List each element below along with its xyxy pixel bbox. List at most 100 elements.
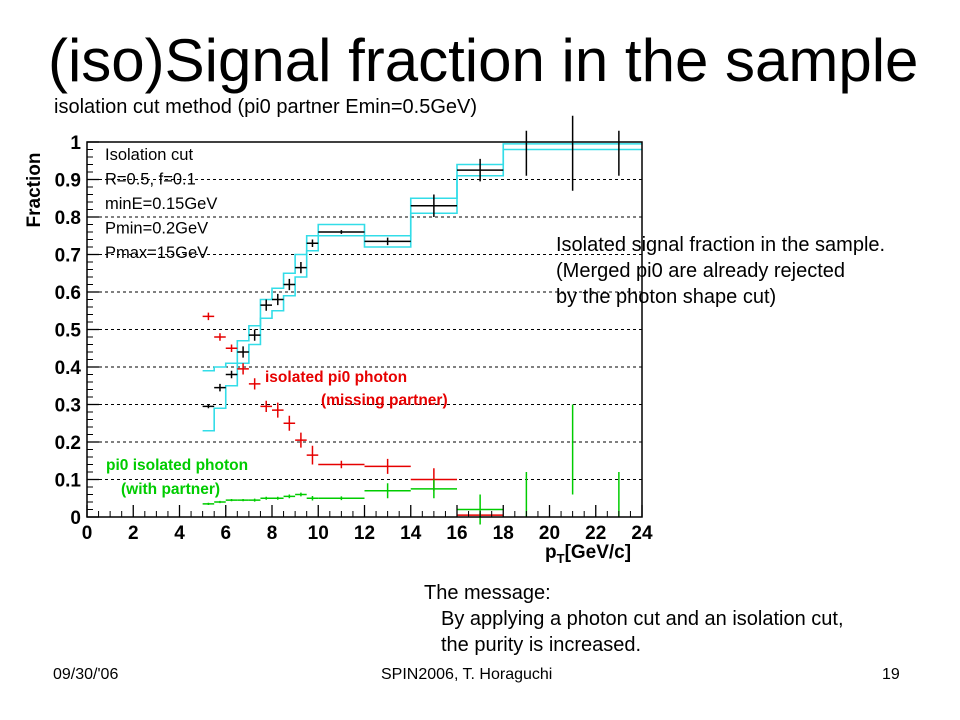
x-axis-label-subscript: T xyxy=(557,551,565,566)
x-tick-label: 6 xyxy=(220,523,231,544)
series-labels: isolated pi0 photon (missing partner) pi0 … xyxy=(106,369,448,498)
x-tick-label: 16 xyxy=(446,523,467,544)
data-point xyxy=(457,158,504,182)
data-point xyxy=(272,496,284,500)
y-tick-label: 0.8 xyxy=(55,208,81,229)
message-title: The message: xyxy=(424,582,551,604)
data-point xyxy=(283,278,296,291)
info-line: Isolation cut xyxy=(105,146,193,164)
data-point xyxy=(202,502,215,505)
x-tick-label: 18 xyxy=(493,523,514,544)
data-point xyxy=(214,333,226,341)
info-line: Pmax=15GeV xyxy=(105,244,208,262)
data-point xyxy=(295,492,307,497)
data-point xyxy=(225,344,238,352)
x-tick-label: 22 xyxy=(585,523,606,544)
y-tick-label: 0.7 xyxy=(55,246,81,267)
data-point xyxy=(306,239,319,247)
y-tick-label: 0.4 xyxy=(55,358,82,379)
annotation-line: Isolated signal fraction in the sample. xyxy=(556,234,886,256)
y-tick-label: 0.2 xyxy=(55,433,81,454)
slide-subtitle: isolation cut method (pi0 partner Emin=0… xyxy=(54,96,477,118)
data-point xyxy=(260,400,272,412)
data-point xyxy=(272,402,284,418)
data-point xyxy=(214,500,226,504)
series-red xyxy=(202,312,504,517)
data-point xyxy=(295,432,307,448)
x-axis-label-unit: [GeV/c] xyxy=(565,542,632,563)
y-tick-label: 0.6 xyxy=(55,283,81,304)
annotation-line: by the photon shape cut) xyxy=(556,286,777,308)
x-tick-label: 12 xyxy=(354,523,375,544)
data-point xyxy=(318,496,365,501)
data-point xyxy=(306,496,319,501)
green-series-label: pi0 isolated photon xyxy=(106,457,248,474)
message-line: the purity is increased. xyxy=(441,634,642,656)
series-black xyxy=(202,115,620,409)
y-axis-label: Fraction xyxy=(24,153,45,228)
data-point xyxy=(214,383,226,392)
x-tick-label: 10 xyxy=(308,523,329,544)
data-point xyxy=(306,445,319,465)
band-upper-edge xyxy=(202,143,642,372)
data-point xyxy=(364,237,411,246)
annotation-line: (Merged pi0 are already rejected xyxy=(556,260,846,282)
data-point xyxy=(237,363,249,375)
x-tick-label: 0 xyxy=(82,523,93,544)
data-point xyxy=(202,312,215,321)
data-point xyxy=(283,494,296,499)
y-tick-label: 0.9 xyxy=(55,171,81,192)
data-point xyxy=(410,194,457,217)
data-point xyxy=(364,483,411,499)
footer-date: 09/30/'06 xyxy=(53,666,119,683)
info-line: R=0.5, f=0.1 xyxy=(105,171,196,189)
cut-info-box: Isolation cut R=0.5, f=0.1 minE=0.15GeV Pmi… xyxy=(105,146,217,262)
data-point xyxy=(318,230,365,234)
annotation-note: Isolated signal fraction in the sample. … xyxy=(556,232,885,310)
info-line: Pmin=0.2GeV xyxy=(105,220,208,238)
x-tick-label: 8 xyxy=(267,523,278,544)
data-point xyxy=(283,415,296,431)
data-point xyxy=(248,498,261,502)
data-point xyxy=(364,458,411,474)
data-point xyxy=(410,479,457,499)
data-point xyxy=(237,346,249,358)
x-axis-label: pT[GeV/c] xyxy=(545,542,631,566)
x-tick-label: 4 xyxy=(174,523,185,544)
series-green xyxy=(202,404,620,525)
systematic-band xyxy=(202,143,642,432)
red-series-label: isolated pi0 photon xyxy=(265,369,407,386)
y-tick-label: 1 xyxy=(70,133,81,154)
chart-axes: 00.10.20.30.40.50.60.70.80.910 2 4 6 8 10 12 14… xyxy=(55,133,653,544)
chart-series xyxy=(202,115,620,525)
info-line: minE=0.15GeV xyxy=(105,195,217,213)
footer-center: SPIN2006, T. Horaguchi xyxy=(381,666,553,683)
green-series-label: (with partner) xyxy=(121,481,220,498)
data-point xyxy=(248,378,261,390)
data-point xyxy=(260,299,272,311)
chart-grid xyxy=(87,179,642,480)
data-point xyxy=(248,329,261,341)
data-point xyxy=(260,496,272,500)
data-point xyxy=(225,499,238,502)
message-line: By applying a photon cut and an isolatio… xyxy=(441,608,844,630)
data-point xyxy=(457,494,504,525)
data-point xyxy=(237,499,249,502)
y-tick-label: 0.5 xyxy=(55,321,82,342)
y-tick-label: 0.1 xyxy=(55,471,82,492)
y-tick-label: 0 xyxy=(70,508,81,529)
data-point xyxy=(318,460,365,469)
data-point xyxy=(225,370,238,379)
x-tick-label: 24 xyxy=(631,523,653,544)
data-point xyxy=(202,404,215,409)
band-lower-edge xyxy=(202,148,642,432)
x-tick-label: 14 xyxy=(400,523,422,544)
y-tick-label: 0.3 xyxy=(55,396,81,417)
data-point xyxy=(295,262,307,274)
message-block: The message: By applying a photon cut an… xyxy=(424,580,844,658)
footer-page-number: 19 xyxy=(882,666,900,683)
red-series-label: (missing partner) xyxy=(321,392,448,409)
chart-canvas xyxy=(5,132,660,568)
data-point xyxy=(272,293,284,306)
